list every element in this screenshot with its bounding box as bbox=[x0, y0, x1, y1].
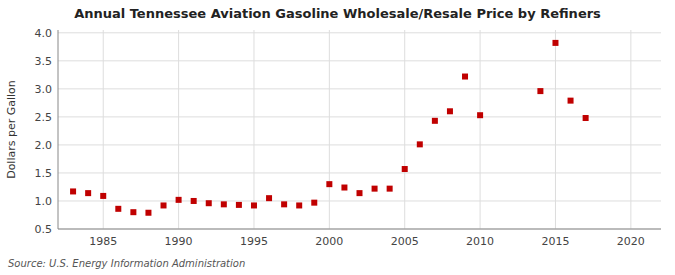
x-grid-line bbox=[103, 30, 104, 229]
y-tick-label: 2.5 bbox=[35, 111, 53, 124]
y-tick-label: 2.0 bbox=[35, 139, 53, 152]
y-grid-line bbox=[58, 200, 661, 201]
point bbox=[387, 186, 393, 192]
y-tick-label: 0.5 bbox=[35, 223, 53, 236]
y-grid-line bbox=[58, 144, 661, 145]
y-grid-line bbox=[58, 60, 661, 61]
x-tick-label: 2010 bbox=[466, 235, 494, 248]
x-grid-line bbox=[404, 30, 405, 229]
x-tick-label: 1995 bbox=[240, 235, 268, 248]
point bbox=[251, 202, 257, 208]
point bbox=[552, 40, 558, 46]
x-tick-label: 2020 bbox=[617, 235, 645, 248]
point bbox=[537, 88, 543, 94]
x-grid-line bbox=[630, 30, 631, 229]
chart: Annual Tennessee Aviation Gasoline Whole… bbox=[0, 0, 675, 275]
y-axis-label: Dollars per Gallon bbox=[5, 80, 18, 179]
x-grid-line bbox=[253, 30, 254, 229]
x-grid-line bbox=[480, 30, 481, 229]
point bbox=[176, 197, 182, 203]
tick-labels: 0.5 1.0 1.5 2.0 2.5 3.0 3.5 4.0 1985 1990 1995 2000… bbox=[35, 27, 645, 248]
point bbox=[115, 206, 121, 212]
point bbox=[372, 186, 378, 192]
y-tick-label: 1.0 bbox=[35, 195, 53, 208]
point bbox=[70, 188, 76, 194]
point bbox=[357, 190, 363, 196]
point bbox=[326, 181, 332, 187]
y-axis-line bbox=[58, 30, 59, 229]
point bbox=[281, 201, 287, 207]
grid bbox=[58, 30, 661, 229]
x-grid-line bbox=[555, 30, 556, 229]
point bbox=[100, 193, 106, 199]
point bbox=[417, 141, 423, 147]
y-grid-line bbox=[58, 229, 661, 230]
point bbox=[447, 108, 453, 114]
point bbox=[266, 195, 272, 201]
y-tick-label: 1.5 bbox=[35, 167, 53, 180]
point bbox=[296, 202, 302, 208]
point bbox=[236, 202, 242, 208]
x-tick-label: 2005 bbox=[391, 235, 419, 248]
y-grid-line bbox=[58, 88, 661, 89]
point bbox=[568, 98, 574, 104]
point bbox=[145, 210, 151, 216]
x-tick-label: 1990 bbox=[165, 235, 193, 248]
point bbox=[477, 112, 483, 118]
point bbox=[341, 185, 347, 191]
point bbox=[191, 198, 197, 204]
y-grid-line bbox=[58, 32, 661, 33]
point bbox=[130, 209, 136, 215]
y-grid-line bbox=[58, 116, 661, 117]
point bbox=[85, 190, 91, 196]
x-axis-line bbox=[58, 229, 661, 230]
point bbox=[462, 74, 468, 80]
point bbox=[161, 202, 167, 208]
point bbox=[583, 115, 589, 121]
x-tick-label: 2000 bbox=[315, 235, 343, 248]
y-tick-label: 4.0 bbox=[35, 27, 53, 40]
point bbox=[432, 118, 438, 124]
x-tick-label: 1985 bbox=[89, 235, 117, 248]
y-tick-label: 3.5 bbox=[35, 55, 53, 68]
point bbox=[221, 201, 227, 207]
point bbox=[311, 200, 317, 206]
points bbox=[70, 40, 589, 216]
y-grid-line bbox=[58, 172, 661, 173]
source: Source: U.S. Energy Information Administ… bbox=[8, 258, 245, 269]
y-tick-label: 3.0 bbox=[35, 83, 53, 96]
x-tick-label: 2015 bbox=[541, 235, 569, 248]
title: Annual Tennessee Aviation Gasoline Whole… bbox=[74, 6, 601, 21]
point bbox=[206, 200, 212, 206]
point bbox=[402, 166, 408, 172]
x-grid-line bbox=[329, 30, 330, 229]
